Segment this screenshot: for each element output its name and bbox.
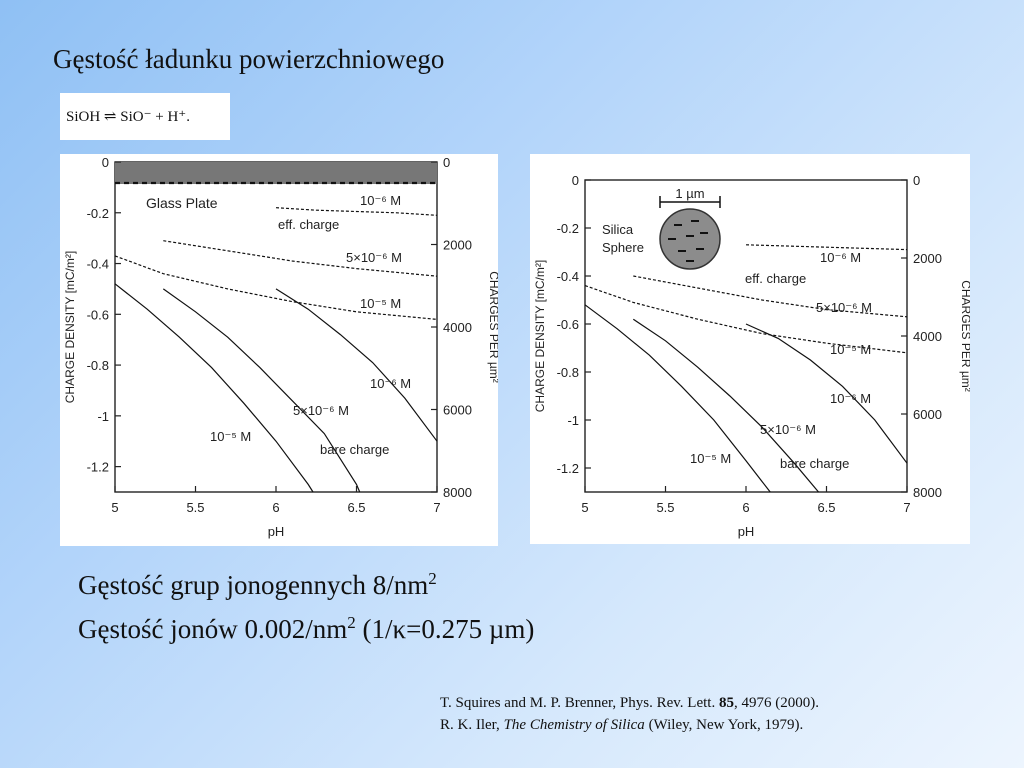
curve-label: 5×10⁻⁶ M — [816, 300, 872, 315]
y2-tick-label: 2000 — [443, 238, 472, 253]
y2-tick-label: 4000 — [913, 329, 942, 344]
y2-tick-label: 6000 — [443, 403, 472, 418]
y-tick-label: 0 — [572, 173, 579, 188]
y-tick-label: -0.4 — [557, 269, 579, 284]
x-tick-label: 6.5 — [347, 500, 365, 515]
debye-length-text: (1/κ=0.275 µm) — [355, 614, 535, 644]
ion-density-text: Gęstość jonów 0.002/nm — [78, 614, 348, 644]
references: T. Squires and M. P. Brenner, Phys. Rev.… — [440, 692, 819, 736]
x-tick-label: 5.5 — [186, 500, 204, 515]
reference-squires: T. Squires and M. P. Brenner, Phys. Rev.… — [440, 692, 819, 714]
density-stats: Gęstość grup jonogennych 8/nm2 Gęstość j… — [78, 560, 534, 648]
curve-label: 10⁻⁶ M — [370, 376, 411, 391]
y2-tick-label: 8000 — [913, 485, 942, 500]
reaction-equation: SiOH ⇌ SiO⁻ + H⁺. — [60, 93, 230, 140]
y-tick-label: -1 — [97, 409, 109, 424]
y-tick-label: -0.6 — [557, 317, 579, 332]
reference-squires-pages: , 4976 (2000). — [733, 695, 819, 711]
slide-title: Gęstość ładunku powierzchniowego — [53, 44, 445, 74]
x-tick-label: 6 — [272, 500, 279, 515]
ionogenic-density-line: Gęstość grup jonogennych 8/nm2 — [78, 560, 534, 604]
y2-tick-label: 4000 — [443, 320, 472, 335]
curve-label: eff. charge — [278, 217, 339, 232]
effective-charge-curve — [275, 207, 438, 216]
effective-charge-curve — [114, 255, 438, 320]
ion-density-exponent: 2 — [347, 613, 356, 632]
reference-iler-title: The Chemistry of Silica — [503, 717, 645, 733]
glass-plate-shape — [115, 162, 437, 184]
x-axis-label: pH — [268, 524, 285, 539]
y-tick-label: -0.2 — [87, 206, 109, 221]
y-tick-label: -0.6 — [87, 307, 109, 322]
bare-charge-curve — [632, 318, 819, 493]
y2-tick-label: 0 — [913, 173, 920, 188]
curve-label: bare charge — [320, 442, 389, 457]
glass-plate-chart: Glass Plate 0 -0.2 -0.4 -0.6 -0.8 -1 -1.2 0 2000 4… — [60, 154, 498, 546]
effective-charge-curve — [163, 240, 438, 277]
y2-tick-label: 8000 — [443, 485, 472, 500]
curve-label: 10⁻⁵ M — [210, 429, 251, 444]
effective-charge-curve — [633, 275, 908, 318]
y2-tick-label: 0 — [443, 155, 450, 170]
curve-label: 10⁻⁶ M — [360, 193, 401, 208]
x-tick-label: 7 — [433, 500, 440, 515]
y-tick-label: -0.4 — [87, 257, 109, 272]
curve-label: eff. charge — [745, 271, 806, 286]
curve-label: 10⁻⁶ M — [830, 391, 871, 406]
y-tick-label: -0.8 — [557, 365, 579, 380]
y2-axis-label: CHARGES PER µm² — [487, 271, 498, 383]
curve-label: 10⁻⁵ M — [690, 451, 731, 466]
y2-axis-label: CHARGES PER µm² — [959, 280, 970, 392]
y-axis-label: CHARGE DENSITY [mC/m²] — [533, 260, 547, 412]
y2-tick-label: 2000 — [913, 251, 942, 266]
glass-plate-label: Glass Plate — [146, 195, 218, 211]
effective-charge-curve — [584, 285, 908, 354]
y-tick-label: -1.2 — [557, 461, 579, 476]
ionogenic-density-exponent: 2 — [428, 569, 437, 588]
scale-bar-label: 1 µm — [675, 186, 704, 201]
y-tick-label: -1.2 — [87, 460, 109, 475]
bare-charge-curve — [114, 283, 314, 493]
curve-label: 10⁻⁶ M — [820, 250, 861, 265]
y-tick-label: -1 — [567, 413, 579, 428]
curve-label: bare charge — [780, 456, 849, 471]
y-axis-label: CHARGE DENSITY [mC/m²] — [63, 251, 77, 403]
reference-squires-volume: 85 — [718, 695, 734, 711]
y-tick-label: -0.8 — [87, 358, 109, 373]
bare-charge-curve — [162, 288, 361, 493]
bare-charge-curve — [745, 323, 908, 464]
x-tick-label: 6.5 — [817, 500, 835, 515]
reference-squires-authors: T. Squires and M. P. Brenner, Phys. Rev.… — [440, 695, 719, 711]
x-tick-label: 5.5 — [656, 500, 674, 515]
reference-iler-publisher: (Wiley, New York, 1979). — [644, 717, 804, 733]
x-tick-label: 6 — [742, 500, 749, 515]
plot-frame — [584, 179, 908, 493]
curve-label: 10⁻⁵ M — [830, 342, 871, 357]
curve-label: 5×10⁻⁶ M — [293, 403, 349, 418]
y2-tick-label: 6000 — [913, 407, 942, 422]
x-tick-label: 5 — [111, 500, 118, 515]
ion-density-line: Gęstość jonów 0.002/nm2 (1/κ=0.275 µm) — [78, 604, 534, 648]
effective-charge-curve — [745, 244, 908, 251]
bare-charge-curve — [275, 288, 438, 442]
curve-label: 5×10⁻⁶ M — [346, 250, 402, 265]
x-tick-label: 7 — [903, 500, 910, 515]
ionogenic-density-text: Gęstość grup jonogennych 8/nm — [78, 570, 429, 600]
reference-iler: R. K. Iler, The Chemistry of Silica (Wil… — [440, 714, 819, 736]
silica-label: Silica — [602, 222, 634, 237]
y-tick-label: 0 — [102, 155, 109, 170]
x-tick-label: 5 — [581, 500, 588, 515]
curve-label: 10⁻⁵ M — [360, 296, 401, 311]
silica-sphere-chart: 1 µm Silica Sphere 0 -0.2 -0.4 -0.6 -0.8 -1 -1.2 0… — [530, 154, 970, 544]
reference-iler-author: R. K. Iler, — [440, 717, 504, 733]
glass-plate-chart-svg: Glass Plate 0 -0.2 -0.4 -0.6 -0.8 -1 -1.2 0 2000 4… — [63, 155, 498, 539]
curve-label: 5×10⁻⁶ M — [760, 422, 816, 437]
sphere-label: Sphere — [602, 240, 644, 255]
y-tick-label: -0.2 — [557, 221, 579, 236]
bare-charge-curve — [584, 304, 771, 493]
x-axis-label: pH — [738, 524, 755, 539]
silica-sphere-chart-svg: 1 µm Silica Sphere 0 -0.2 -0.4 -0.6 -0.8 -1 -1.2 0… — [533, 173, 970, 539]
